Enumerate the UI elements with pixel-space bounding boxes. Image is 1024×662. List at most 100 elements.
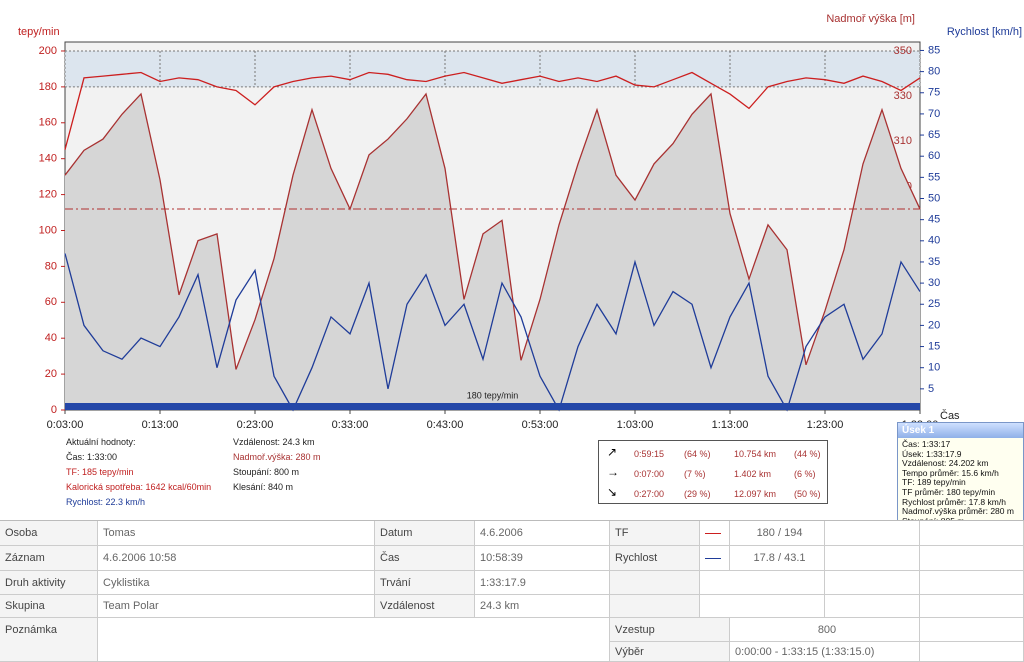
hr-zone bbox=[64, 50, 921, 88]
cell-value: 4.6.2006 10:58 bbox=[98, 546, 375, 571]
y3-tick-label: 10 bbox=[928, 362, 940, 374]
y3-tick-label: 55 bbox=[928, 171, 940, 183]
info-left: Kalorická spotřeba: 1642 kcal/60min bbox=[66, 482, 212, 492]
info-left: TF: 185 tepy/min bbox=[66, 467, 134, 477]
popup-line: Tempo průměr: 15.6 km/h bbox=[902, 467, 999, 478]
y-tick-label: 200 bbox=[39, 45, 57, 57]
cell-value bbox=[825, 546, 920, 571]
popup-line: Rychlost průměr: 17.8 km/h bbox=[902, 496, 1006, 507]
cell-value bbox=[920, 595, 1024, 618]
y3-tick-label: 50 bbox=[928, 192, 940, 204]
cell-value: Team Polar bbox=[98, 595, 375, 618]
direction-value: 0:07:00 bbox=[634, 469, 665, 479]
cell-value bbox=[920, 546, 1024, 571]
y-tick-label: 60 bbox=[45, 296, 57, 308]
cell-value: 0:00:00 - 1:33:15 (1:33:15.0) bbox=[730, 642, 920, 662]
cell-value bbox=[700, 595, 825, 618]
legend-swatch bbox=[705, 532, 721, 534]
y-tick-label: 180 bbox=[39, 81, 57, 93]
y3-tick-label: 80 bbox=[928, 66, 940, 78]
y2-tick-label: 330 bbox=[894, 90, 912, 102]
y2-label: Nadmoř výška [m] bbox=[826, 13, 915, 25]
y3-tick-label: 70 bbox=[928, 108, 940, 120]
cell-value bbox=[920, 571, 1024, 595]
popup-line: TF: 189 tepy/min bbox=[902, 477, 966, 488]
info-left: Rychlost: 22.3 km/h bbox=[66, 497, 146, 507]
cell-label: Osoba bbox=[0, 521, 98, 546]
cell-label: Záznam bbox=[0, 546, 98, 571]
y3-tick-label: 45 bbox=[928, 214, 940, 226]
y-tick-label: 40 bbox=[45, 332, 57, 344]
cell-label: Skupina bbox=[0, 595, 98, 618]
popup-line: Vzdálenost: 24.202 km bbox=[902, 458, 989, 469]
direction-value: (44 %) bbox=[794, 449, 821, 459]
cell-label: Druh aktivity bbox=[0, 571, 98, 595]
cell-value bbox=[98, 618, 610, 662]
cell-value: 800 bbox=[730, 618, 920, 642]
x-tick-label: 0:23:00 bbox=[237, 419, 274, 430]
direction-value: 1.402 km bbox=[734, 469, 772, 479]
info-middle: Vzdálenost: 24.3 km bbox=[233, 437, 315, 447]
y3-tick-label: 30 bbox=[928, 277, 940, 289]
arrow-down: ↘ bbox=[607, 485, 618, 499]
x-tick-label: 0:43:00 bbox=[427, 419, 464, 430]
y-label: tepy/min bbox=[18, 26, 60, 38]
x-label: Čas bbox=[940, 409, 960, 422]
cell-value: 24.3 km bbox=[475, 595, 610, 618]
cell-label: Čas bbox=[375, 546, 475, 571]
cell-value: 17.8 / 43.1 bbox=[730, 546, 825, 571]
cell-label: TF bbox=[610, 521, 700, 546]
popup-line: Čas: 1:33:17 bbox=[902, 439, 951, 449]
info-middle: Stoupání: 800 m bbox=[233, 467, 300, 477]
cell-value bbox=[700, 571, 825, 595]
cell-value bbox=[920, 521, 1024, 546]
x-tick-label: 0:13:00 bbox=[142, 419, 179, 430]
altitude-area bbox=[65, 93, 920, 410]
cell-value bbox=[920, 642, 1024, 662]
direction-value: 10.754 km bbox=[734, 449, 777, 459]
direction-value: (64 %) bbox=[684, 449, 711, 459]
cell-value bbox=[700, 521, 730, 546]
series-line bbox=[64, 71, 921, 150]
y2-tick-label: 350 bbox=[894, 45, 912, 57]
cell-label bbox=[610, 571, 700, 595]
y-tick-label: 0 bbox=[51, 404, 57, 416]
cell-label: Poznámka bbox=[0, 618, 98, 662]
info-left: Čas: 1:33:00 bbox=[66, 452, 118, 462]
legend-swatch bbox=[705, 557, 721, 559]
direction-value: (50 %) bbox=[794, 489, 821, 499]
cell-label: Rychlost bbox=[610, 546, 700, 571]
arrow-flat: → bbox=[607, 465, 619, 479]
y3-tick-label: 60 bbox=[928, 150, 940, 162]
info-middle: Klesání: 840 m bbox=[233, 482, 294, 492]
y3-tick-label: 15 bbox=[928, 340, 940, 352]
series-line bbox=[64, 253, 921, 412]
cell-label: Vzdálenost bbox=[375, 595, 475, 618]
avg-band bbox=[65, 403, 920, 410]
y-tick-label: 100 bbox=[39, 224, 57, 236]
direction-value: (6 %) bbox=[794, 469, 816, 479]
cell-value: Cyklistika bbox=[98, 571, 375, 595]
y3-tick-label: 20 bbox=[928, 319, 940, 331]
popup-line: Úsek: 1:33:17.9 bbox=[902, 448, 962, 459]
y3-tick-label: 65 bbox=[928, 129, 940, 141]
cell-value bbox=[700, 546, 730, 571]
chart: tepy/min Nadmoř výška [m] Rychlost [km/h… bbox=[18, 13, 1022, 430]
cell-value bbox=[825, 521, 920, 546]
info-left: Aktuální hodnoty: bbox=[66, 437, 136, 447]
y3-tick-label: 85 bbox=[928, 44, 940, 56]
y3-tick-label: 25 bbox=[928, 298, 940, 310]
cell-value bbox=[825, 595, 920, 618]
x-tick-label: 0:03:00 bbox=[47, 419, 84, 430]
avg-label: 180 tepy/min bbox=[467, 390, 519, 400]
cell-label: Vzestup bbox=[610, 618, 730, 642]
cell-label: Trvání bbox=[375, 571, 475, 595]
y3-tick-label: 75 bbox=[928, 87, 940, 99]
cell-value bbox=[920, 618, 1024, 642]
cell-value: 1:33:17.9 bbox=[475, 571, 610, 595]
x-tick-label: 1:03:00 bbox=[617, 419, 654, 430]
cell-label: Výběr bbox=[610, 642, 730, 662]
direction-value: 0:59:15 bbox=[634, 449, 665, 459]
y-tick-label: 80 bbox=[45, 260, 57, 272]
